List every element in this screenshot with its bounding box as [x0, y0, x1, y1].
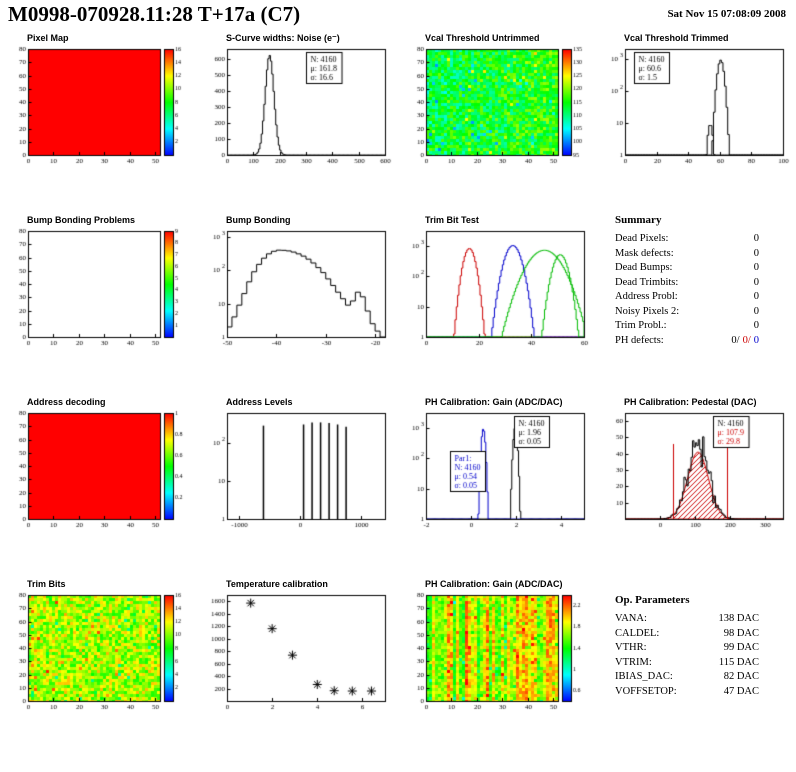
- panel-title: Vcal Threshold Trimmed: [624, 33, 729, 43]
- panel-title: Address Levels: [226, 397, 293, 407]
- summary-label: Dead Bumps:: [615, 262, 673, 273]
- ph-defects-label: PH defects:: [615, 334, 664, 346]
- summary-rows: Dead Pixels: 0 Mask defects: 0 Dead Bumps: 0 D…: [615, 232, 759, 334]
- panel-ph-gain-map: PH Calibration: Gain (ADC/DAC): [400, 578, 599, 760]
- panel-title: PH Calibration: Gain (ADC/DAC): [425, 397, 563, 407]
- op-param-label: VANA:: [615, 613, 647, 624]
- op-param-label: VOFFSETOP:: [615, 685, 677, 697]
- chart-ph-gain-map: [400, 590, 592, 716]
- summary-panel: Summary Dead Pixels: 0 Mask defects: 0 Dead …: [599, 214, 759, 348]
- chart-temperature-calibration: [201, 590, 393, 716]
- panel-title: PH Calibration: Pedestal (DAC): [624, 397, 757, 407]
- op-param-row: IBIAS_DAC: 82 DAC: [615, 670, 759, 685]
- op-param-value: 138 DAC: [718, 613, 759, 624]
- op-param-row: VTRIM: 115 DAC: [615, 656, 759, 671]
- panel-op-parameters: Op. Parameters VANA: 138 DAC CALDEL: 98 DAC…: [599, 578, 796, 760]
- summary-label: Dead Trimbits:: [615, 276, 679, 288]
- panel-title: Pixel Map: [27, 33, 69, 43]
- summary-value: 0: [753, 233, 759, 244]
- panel-title: S-Curve widths: Noise (e⁻): [226, 33, 340, 43]
- op-param-label: VTHR:: [615, 642, 647, 653]
- panel-title: Vcal Threshold Untrimmed: [425, 33, 540, 43]
- panel-address-decoding: Address decoding: [2, 396, 201, 578]
- op-param-row: VANA: 138 DAC: [615, 612, 759, 627]
- ph-defects-value: 0/: [742, 334, 751, 346]
- chart-bump-bonding: [201, 226, 393, 352]
- panel-title: Temperature calibration: [226, 579, 328, 589]
- chart-trim-bit-test: [400, 226, 592, 352]
- op-param-value: 82 DAC: [723, 671, 759, 682]
- op-parameters-panel: Op. Parameters VANA: 138 DAC CALDEL: 98 DAC…: [599, 578, 759, 699]
- panel-bump-bonding-problems: Bump Bonding Problems: [2, 214, 201, 396]
- summary-row-ph-defects: PH defects: 0/0/0: [615, 334, 759, 349]
- panel-summary: Summary Dead Pixels: 0 Mask defects: 0 Dead …: [599, 214, 796, 396]
- summary-value: 0: [753, 247, 759, 259]
- summary-title: Summary: [615, 214, 662, 226]
- op-param-value: 47 DAC: [723, 685, 759, 697]
- summary-label: Noisy Pixels 2:: [615, 305, 680, 317]
- chart-ph-pedestal: [599, 408, 791, 534]
- panel-temperature-calibration: Temperature calibration: [201, 578, 400, 760]
- page-header: M0998-070928.11:28 T+17a (C7) Sat Nov 15…: [0, 0, 796, 32]
- summary-row: Address Probl: 0: [615, 290, 759, 305]
- panel-vcal-threshold-untrimmed: Vcal Threshold Untrimmed: [400, 32, 599, 214]
- panel-address-levels: Address Levels: [201, 396, 400, 578]
- chart-trim-bits: [2, 590, 194, 716]
- panel-scurve-noise: S-Curve widths: Noise (e⁻): [201, 32, 400, 214]
- summary-row: Mask defects: 0: [615, 247, 759, 262]
- panel-trim-bit-test: Trim Bit Test: [400, 214, 599, 396]
- chart-address-levels: [201, 408, 393, 534]
- op-param-row: VTHR: 99 DAC: [615, 641, 759, 656]
- ph-defects-value: 0/: [731, 334, 740, 346]
- op-param-row: CALDEL: 98 DAC: [615, 627, 759, 642]
- ph-defects-values: 0/0/0: [728, 334, 759, 349]
- op-parameters-rows: VANA: 138 DAC CALDEL: 98 DAC VTHR: 99 DAC VTRI…: [615, 612, 759, 699]
- summary-row: Dead Bumps: 0: [615, 261, 759, 276]
- op-param-label: IBIAS_DAC:: [615, 671, 673, 682]
- summary-value: 0: [753, 305, 759, 317]
- summary-value: 0: [753, 291, 759, 302]
- op-parameters-title: Op. Parameters: [615, 594, 690, 606]
- panel-title: Trim Bits: [27, 579, 66, 589]
- op-param-label: VTRIM:: [615, 656, 652, 668]
- panel-title: Trim Bit Test: [425, 215, 479, 225]
- chart-vcal-threshold-untrimmed: [400, 44, 592, 170]
- summary-label: Dead Pixels:: [615, 233, 669, 244]
- summary-value: 0: [753, 276, 759, 288]
- panel-title: Bump Bonding Problems: [27, 215, 135, 225]
- panel-ph-pedestal: PH Calibration: Pedestal (DAC): [599, 396, 796, 578]
- summary-row: Trim Probl.: 0: [615, 319, 759, 334]
- op-param-value: 98 DAC: [723, 627, 759, 639]
- panel-vcal-threshold-trimmed: Vcal Threshold Trimmed: [599, 32, 796, 214]
- chart-vcal-threshold-trimmed: [599, 44, 791, 170]
- chart-pixel-map: [2, 44, 194, 170]
- summary-label: Address Probl:: [615, 291, 678, 302]
- page-title: M0998-070928.11:28 T+17a (C7): [8, 2, 301, 26]
- summary-label: Mask defects:: [615, 247, 674, 259]
- panel-title: PH Calibration: Gain (ADC/DAC): [425, 579, 563, 589]
- summary-row: Noisy Pixels 2: 0: [615, 305, 759, 320]
- summary-row: Dead Pixels: 0: [615, 232, 759, 247]
- ph-defects-value: 0: [753, 334, 759, 346]
- panel-title: Bump Bonding: [226, 215, 291, 225]
- panel-title: Address decoding: [27, 397, 106, 407]
- op-param-value: 115 DAC: [718, 656, 759, 668]
- op-param-row: VOFFSETOP: 47 DAC: [615, 685, 759, 700]
- summary-row: Dead Trimbits: 0: [615, 276, 759, 291]
- op-param-label: CALDEL:: [615, 627, 660, 639]
- panel-bump-bonding: Bump Bonding: [201, 214, 400, 396]
- chart-address-decoding: [2, 408, 194, 534]
- plot-grid: Pixel Map S-Curve widths: Noise (e⁻) Vca…: [0, 32, 796, 760]
- summary-label: Trim Probl.:: [615, 320, 667, 331]
- summary-value: 0: [753, 262, 759, 273]
- chart-scurve-noise: [201, 44, 393, 170]
- chart-bump-bonding-problems: [2, 226, 194, 352]
- summary-value: 0: [753, 320, 759, 331]
- panel-trim-bits: Trim Bits: [2, 578, 201, 760]
- panel-pixel-map: Pixel Map: [2, 32, 201, 214]
- page-date: Sat Nov 15 07:08:09 2008: [667, 8, 786, 20]
- chart-ph-gain-hist: [400, 408, 592, 534]
- op-param-value: 99 DAC: [723, 642, 759, 653]
- panel-ph-gain-hist: PH Calibration: Gain (ADC/DAC): [400, 396, 599, 578]
